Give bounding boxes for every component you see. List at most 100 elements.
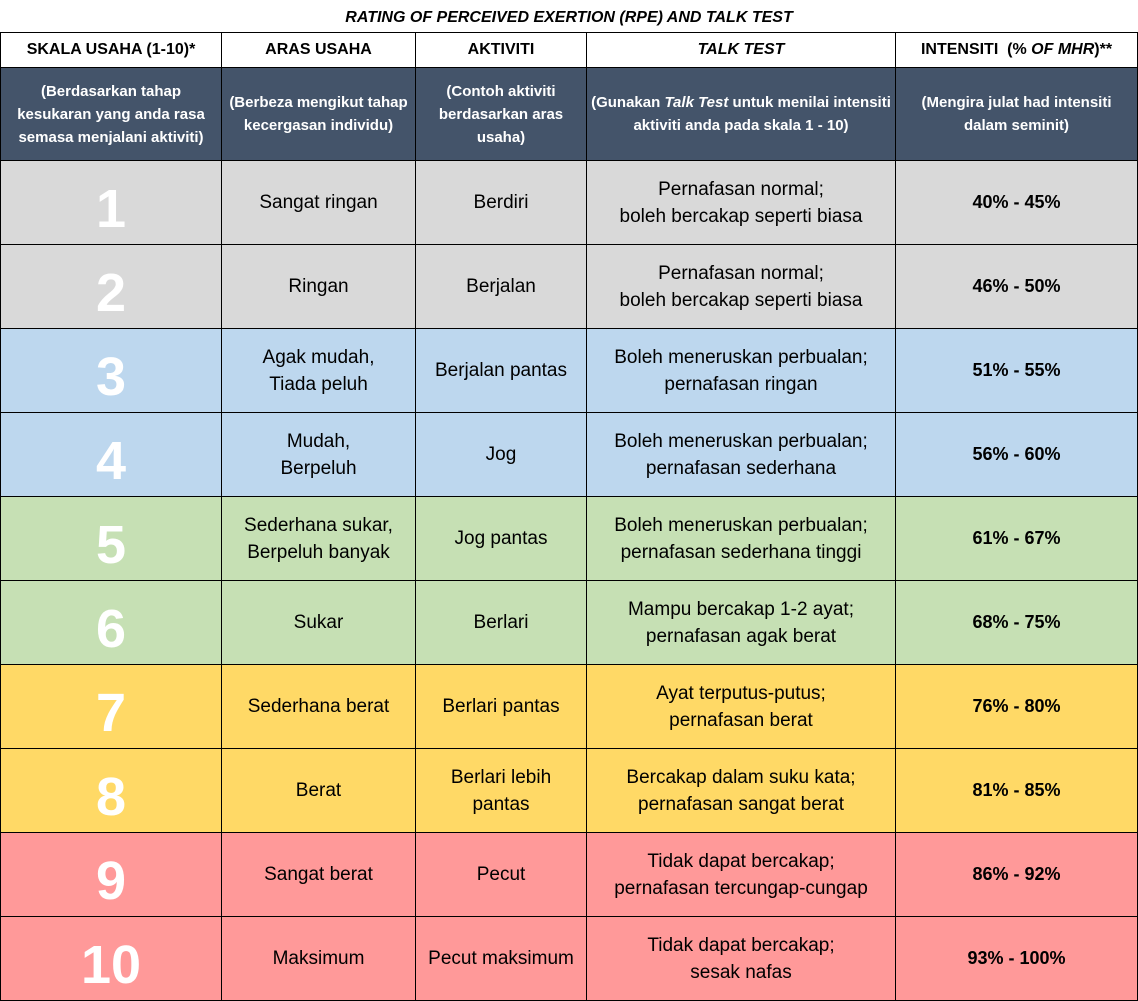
- effort-level-cell: Sangat ringan: [221, 160, 416, 245]
- activity-text: Berlari: [473, 612, 529, 633]
- intensity-cell: 56% - 60%: [895, 412, 1138, 497]
- effort-level-text: Sangat berat: [264, 864, 373, 885]
- scale-number: 6: [0, 580, 222, 665]
- talk-test-cell: Tidak dapat bercakap; pernafasan tercunga…: [586, 832, 896, 917]
- intensity-cell: 93% - 100%: [895, 916, 1138, 1001]
- talk-test-text: Tidak dapat bercakap;: [647, 850, 835, 872]
- subheader-intensity: (Mengira julat had intensiti dalam semin…: [895, 67, 1138, 161]
- talk-test-text: boleh bercakap seperti biasa: [619, 205, 863, 227]
- talk-test-text: Pernafasan normal;: [658, 262, 824, 284]
- intensity-cell: 68% - 75%: [895, 580, 1138, 665]
- effort-level-text: Sangat ringan: [259, 192, 378, 213]
- talk-test-cell: Boleh meneruskan perbualan; pernafasan se…: [586, 412, 896, 497]
- activity-text: Berlari pantas: [442, 696, 560, 717]
- activity-cell: Pecut: [415, 832, 587, 917]
- effort-level-cell: Maksimum: [221, 916, 416, 1001]
- rpe-table: SKALA USAHA (1-10)* ARAS USAHA AKTIVITI …: [0, 32, 1138, 1001]
- effort-level-cell: Sederhana berat: [221, 664, 416, 749]
- subheader-row: (Berdasarkan tahap kesukaran yang anda r…: [0, 67, 1138, 161]
- subheader-activity: (Contoh aktiviti berdasarkan aras usaha): [415, 67, 587, 161]
- subheader-level: (Berbeza mengikut tahap kecergasan indiv…: [221, 67, 416, 161]
- activity-text: Berjalan pantas: [434, 360, 568, 381]
- scale-number: 7: [0, 664, 222, 749]
- intensity-cell: 76% - 80%: [895, 664, 1138, 749]
- talk-test-text: Pernafasan normal;: [658, 178, 824, 200]
- talk-test-text: Tidak dapat bercakap;: [647, 934, 835, 956]
- activity-text: Berdiri: [473, 192, 529, 213]
- scale-number: 1: [0, 160, 222, 245]
- activity-cell: Berjalan: [415, 244, 587, 329]
- activity-cell: Berjalan pantas: [415, 328, 587, 413]
- effort-level-text: Sederhana sukar,: [244, 514, 393, 536]
- talk-test-text: pernafasan sederhana: [645, 457, 837, 479]
- talk-test-text: Boleh meneruskan perbualan;: [614, 430, 868, 452]
- table-row: 2 Ringan Berjalan Pernafasan normal; boleh b…: [0, 244, 1138, 329]
- talk-test-text: Ayat terputus-putus;: [656, 682, 826, 704]
- talk-test-text: pernafasan sederhana tinggi: [620, 541, 862, 563]
- effort-level-text: Tiada peluh: [269, 373, 368, 395]
- talk-test-text: Boleh meneruskan perbualan;: [614, 514, 868, 536]
- talk-test-text: Bercakap dalam suku kata;: [626, 766, 856, 788]
- header-intensity-prefix: INTENSITI (%: [920, 41, 1032, 58]
- subheader-talk-test-suffix: untuk menilai intensiti aktiviti anda pa…: [633, 94, 896, 134]
- subheader-talk-test-italic: Talk Test: [664, 94, 729, 111]
- activity-text: Jog pantas: [454, 528, 548, 549]
- effort-level-cell: Sangat berat: [221, 832, 416, 917]
- scale-number: 2: [0, 244, 222, 329]
- table-row: 9 Sangat berat Pecut Tidak dapat bercakap; p…: [0, 832, 1138, 917]
- intensity-cell: 61% - 67%: [895, 496, 1138, 581]
- intensity-cell: 81% - 85%: [895, 748, 1138, 833]
- talk-test-text: pernafasan agak berat: [645, 625, 837, 647]
- talk-test-cell: Boleh meneruskan perbualan; pernafasan se…: [586, 496, 896, 581]
- activity-text: Berjalan: [466, 276, 536, 297]
- table-row: 10 Maksimum Pecut maksimum Tidak dapat berc…: [0, 916, 1138, 1001]
- effort-level-text: Berpeluh banyak: [247, 541, 390, 563]
- activity-text: Pecut: [476, 864, 526, 885]
- table-row: 8 Berat Berlari lebih pantas Bercakap dalam …: [0, 748, 1138, 833]
- scale-number: 8: [0, 748, 222, 833]
- subheader-talk-test-prefix: (Gunakan: [591, 94, 665, 111]
- intensity-cell: 46% - 50%: [895, 244, 1138, 329]
- scale-number: 4: [0, 412, 222, 497]
- table-row: 3 Agak mudah, Tiada peluh Berjalan pantas Bo…: [0, 328, 1138, 413]
- effort-level-cell: Sukar: [221, 580, 416, 665]
- header-intensity: INTENSITI (% OF MHR)**: [895, 32, 1138, 68]
- talk-test-text: boleh bercakap seperti biasa: [619, 289, 863, 311]
- header-intensity-italic: OF MHR: [1031, 41, 1095, 58]
- talk-test-cell: Pernafasan normal; boleh bercakap seperti…: [586, 244, 896, 329]
- effort-level-text: Agak mudah,: [262, 346, 375, 368]
- talk-test-cell: Tidak dapat bercakap; sesak nafas: [586, 916, 896, 1001]
- subheader-scale: (Berdasarkan tahap kesukaran yang anda r…: [0, 67, 222, 161]
- page-title: RATING OF PERCEIVED EXERTION (RPE) AND T…: [345, 9, 793, 26]
- talk-test-cell: Bercakap dalam suku kata; pernafasan sang…: [586, 748, 896, 833]
- scale-number: 5: [0, 496, 222, 581]
- header-activity: AKTIVITI: [415, 32, 587, 68]
- effort-level-text: Sukar: [293, 612, 344, 633]
- activity-text: pantas: [472, 793, 530, 815]
- activity-cell: Berdiri: [415, 160, 587, 245]
- scale-number: 3: [0, 328, 222, 413]
- talk-test-cell: Mampu bercakap 1-2 ayat; pernafasan agak …: [586, 580, 896, 665]
- table-row: 4 Mudah, Berpeluh Jog Boleh meneruskan perbu…: [0, 412, 1138, 497]
- header-row: SKALA USAHA (1-10)* ARAS USAHA AKTIVITI …: [0, 32, 1138, 68]
- talk-test-text: pernafasan sangat berat: [638, 793, 844, 815]
- effort-level-cell: Agak mudah, Tiada peluh: [221, 328, 416, 413]
- talk-test-text: pernafasan ringan: [664, 373, 818, 395]
- effort-level-cell: Mudah, Berpeluh: [221, 412, 416, 497]
- activity-text: Berlari lebih: [450, 766, 552, 788]
- talk-test-text: pernafasan tercungap-cungap: [614, 877, 868, 899]
- talk-test-cell: Boleh meneruskan perbualan; pernafasan ri…: [586, 328, 896, 413]
- scale-number: 9: [0, 832, 222, 917]
- talk-test-text: pernafasan berat: [669, 709, 813, 731]
- activity-cell: Berlari lebih pantas: [415, 748, 587, 833]
- table-row: 1 Sangat ringan Berdiri Pernafasan normal; b…: [0, 160, 1138, 245]
- scale-number: 10: [0, 916, 222, 1001]
- effort-level-cell: Sederhana sukar, Berpeluh banyak: [221, 496, 416, 581]
- effort-level-cell: Berat: [221, 748, 416, 833]
- talk-test-text: sesak nafas: [690, 961, 792, 983]
- header-intensity-suffix: )**: [1094, 41, 1113, 58]
- effort-level-text: Ringan: [288, 276, 349, 297]
- table-body: 1 Sangat ringan Berdiri Pernafasan normal; b…: [0, 160, 1138, 1001]
- activity-text: Pecut maksimum: [428, 948, 574, 969]
- intensity-cell: 51% - 55%: [895, 328, 1138, 413]
